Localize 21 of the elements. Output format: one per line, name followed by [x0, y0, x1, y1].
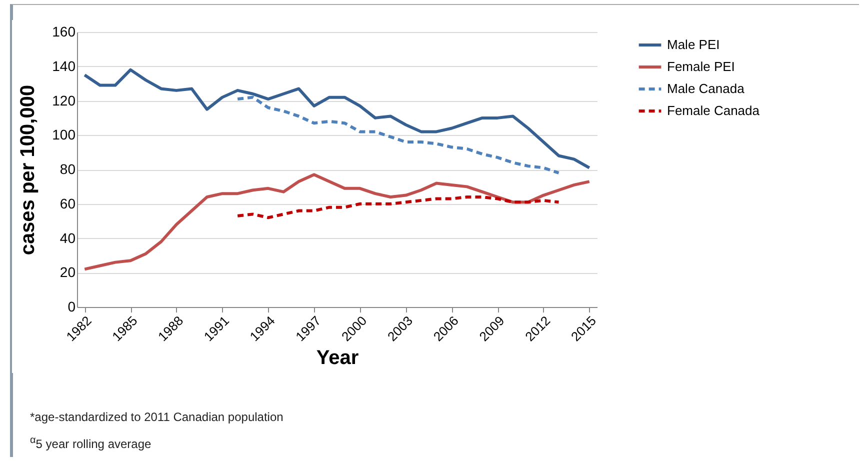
y-tick-label: 20 — [60, 264, 76, 280]
y-tick-label: 100 — [52, 126, 76, 143]
y-tick-label: 160 — [52, 24, 76, 40]
legend-label: Male Canada — [667, 81, 746, 96]
line-series — [236, 196, 560, 220]
text: *age-standardized to 2011 Canadian population — [30, 409, 284, 426]
line-series — [83, 68, 591, 170]
y-tick-label: 140 — [52, 58, 76, 74]
x-axis-title: Year — [316, 347, 359, 370]
y-tick-label: 80 — [60, 161, 76, 177]
y-tick-label: 120 — [52, 92, 76, 108]
legend-label: Female PEI — [667, 59, 735, 74]
line-series — [83, 173, 591, 271]
y-axis-title: cases per 100,000 — [17, 84, 40, 256]
y-tick-label: 40 — [60, 230, 76, 246]
line-series — [236, 96, 560, 174]
text: $^{α}$5 year rolling average — [30, 434, 152, 453]
y-tick-label: 0 — [68, 298, 76, 314]
legend-label: Male PEI — [667, 37, 720, 52]
legend-label: Female Canada — [667, 103, 760, 118]
y-tick-label: 60 — [60, 195, 76, 212]
